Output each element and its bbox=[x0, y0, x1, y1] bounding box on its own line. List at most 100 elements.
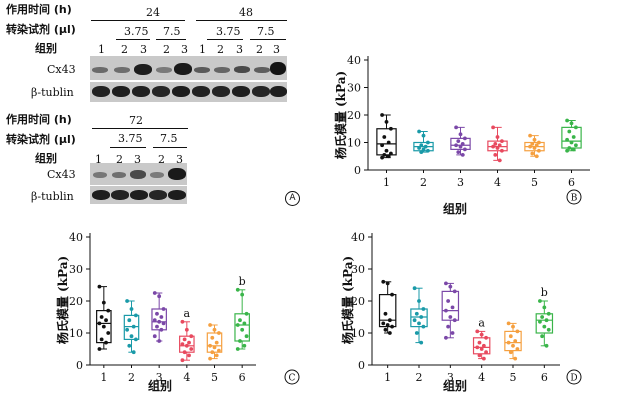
panel-letter-circle bbox=[284, 369, 300, 385]
x-tick-label: 2 bbox=[420, 176, 427, 189]
dose-line bbox=[156, 39, 186, 40]
box bbox=[206, 332, 223, 353]
data-point bbox=[134, 337, 138, 342]
x-tick-label: 6 bbox=[568, 176, 575, 189]
data-point bbox=[182, 337, 187, 342]
data-point bbox=[421, 133, 426, 138]
data-point bbox=[513, 356, 518, 361]
data-point bbox=[189, 347, 194, 351]
data-point bbox=[99, 337, 104, 342]
dose-label: 3.75 bbox=[216, 25, 241, 38]
x-tick-label: 5 bbox=[211, 371, 218, 384]
blot-band bbox=[234, 66, 250, 73]
data-point bbox=[210, 335, 215, 340]
data-point bbox=[419, 315, 424, 319]
data-point bbox=[565, 118, 569, 123]
data-point bbox=[129, 307, 134, 311]
group-label: 组别 bbox=[35, 152, 57, 165]
x-tick-label: 4 bbox=[478, 371, 485, 384]
significance-label: a bbox=[184, 307, 191, 320]
dose-line bbox=[207, 39, 243, 40]
data-point bbox=[380, 113, 384, 117]
data-point bbox=[530, 141, 535, 146]
data-point bbox=[157, 319, 162, 324]
data-point bbox=[383, 311, 388, 316]
blot-band bbox=[93, 172, 107, 178]
x-tick-label: 1 bbox=[384, 371, 391, 384]
box bbox=[504, 330, 522, 352]
data-point bbox=[456, 139, 461, 144]
blot-band bbox=[252, 86, 270, 97]
data-point bbox=[127, 318, 132, 323]
data-point bbox=[463, 147, 467, 152]
y-tick-label: 40 bbox=[69, 231, 83, 244]
data-point bbox=[217, 331, 221, 335]
btublin-label: β-tublin bbox=[31, 190, 74, 203]
cx43-blot-top bbox=[90, 56, 287, 80]
y-tick-label: 30 bbox=[351, 263, 365, 276]
x-axis-label: 组别 bbox=[443, 378, 467, 393]
data-point bbox=[538, 299, 542, 303]
data-point bbox=[458, 132, 463, 137]
y-tick-label: 0 bbox=[76, 359, 83, 372]
data-point bbox=[532, 137, 537, 142]
data-point bbox=[382, 152, 387, 157]
cx43-blot-bottom bbox=[90, 163, 187, 185]
data-point bbox=[235, 347, 240, 351]
blot-band bbox=[254, 67, 270, 73]
data-point bbox=[448, 315, 453, 319]
data-point bbox=[537, 140, 541, 145]
box bbox=[151, 308, 167, 331]
data-point bbox=[452, 289, 457, 294]
x-tick-label: 1 bbox=[383, 176, 390, 189]
data-point bbox=[152, 291, 157, 295]
data-point bbox=[528, 144, 532, 149]
data-point bbox=[242, 343, 247, 348]
data-point bbox=[484, 350, 488, 355]
group-number: 3 bbox=[176, 153, 183, 166]
data-point bbox=[426, 140, 430, 145]
group-number: 2 bbox=[163, 43, 170, 56]
data-point bbox=[493, 141, 498, 146]
data-point bbox=[444, 335, 448, 340]
time-24-label: 24 bbox=[146, 6, 160, 19]
group-number: 1 bbox=[199, 43, 206, 56]
data-point bbox=[571, 147, 576, 152]
data-point bbox=[212, 345, 217, 350]
y-tick-label: 10 bbox=[347, 137, 361, 150]
y-axis-label: 杨氏模量 (kPa) bbox=[333, 71, 348, 159]
y-tick-label: 40 bbox=[347, 54, 361, 67]
data-point bbox=[446, 299, 451, 303]
blot-band bbox=[134, 64, 152, 75]
data-point bbox=[104, 318, 108, 323]
data-point bbox=[180, 358, 185, 363]
data-point bbox=[210, 350, 215, 355]
data-point bbox=[101, 324, 106, 329]
data-point bbox=[238, 318, 242, 323]
data-point bbox=[180, 319, 185, 324]
data-point bbox=[381, 321, 386, 326]
dose-label: 7.5 bbox=[257, 25, 275, 38]
blot-band bbox=[152, 86, 170, 97]
data-point bbox=[244, 311, 249, 316]
y-tick-label: 30 bbox=[69, 263, 83, 276]
line-24h bbox=[91, 20, 185, 21]
group-number: 3 bbox=[181, 43, 188, 56]
data-point bbox=[456, 150, 461, 155]
panel-letter-circle bbox=[566, 369, 582, 385]
blot-band bbox=[214, 67, 230, 73]
data-point bbox=[104, 340, 108, 345]
data-point bbox=[477, 340, 482, 345]
group-number: 2 bbox=[158, 153, 165, 166]
data-point bbox=[567, 146, 572, 150]
data-point bbox=[513, 339, 518, 343]
blot-band bbox=[174, 63, 192, 75]
data-point bbox=[155, 324, 159, 329]
data-point bbox=[161, 321, 166, 326]
panel-letter: D bbox=[570, 374, 577, 384]
data-point bbox=[544, 318, 549, 323]
data-point bbox=[446, 324, 451, 329]
blot-band bbox=[132, 86, 150, 97]
data-point bbox=[235, 287, 240, 292]
